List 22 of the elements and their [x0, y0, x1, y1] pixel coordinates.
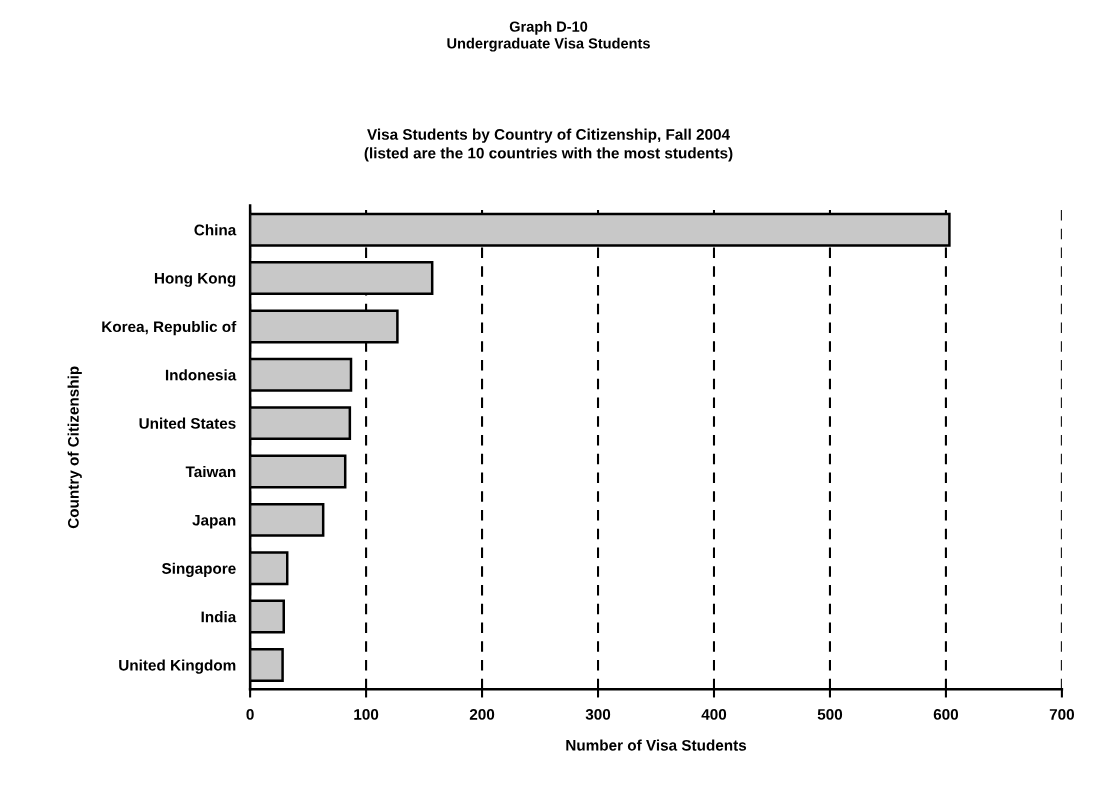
- y-tick-label: United Kingdom: [119, 659, 236, 674]
- y-tick-label: Indonesia: [165, 369, 237, 381]
- y-axis-title: Country of Citizenship: [67, 366, 82, 529]
- x-tick-label: 300: [585, 708, 611, 720]
- y-tick-label: United States: [139, 417, 236, 429]
- y-tick-label: Japan: [192, 514, 236, 529]
- x-tick-label: 100: [354, 708, 379, 720]
- y-tick-label: India: [201, 611, 237, 623]
- y-tick-label: Korea, Republic of: [102, 320, 237, 336]
- x-axis-title: Number of Visa Students: [566, 739, 747, 751]
- x-tick-label: 500: [817, 708, 843, 720]
- y-tick-label: Singapore: [161, 562, 236, 577]
- chart-subtitle: Visa Students by Country of Citizenship, Fall 2004 (listed are the 10 countries with the most students): [364, 128, 733, 162]
- y-tick-label: China: [194, 224, 237, 236]
- x-tick-label: 700: [1049, 708, 1075, 720]
- y-tick-label: Taiwan: [185, 465, 236, 478]
- x-tick-label: 600: [933, 708, 959, 720]
- x-tick-label: 200: [469, 708, 495, 720]
- x-tick-label: 400: [701, 708, 727, 720]
- chart-title: Graph D-10 Undergraduate Visa Students: [447, 21, 650, 52]
- x-tick-label: 0: [246, 708, 254, 720]
- y-tick-label: Hong Kong: [154, 273, 236, 287]
